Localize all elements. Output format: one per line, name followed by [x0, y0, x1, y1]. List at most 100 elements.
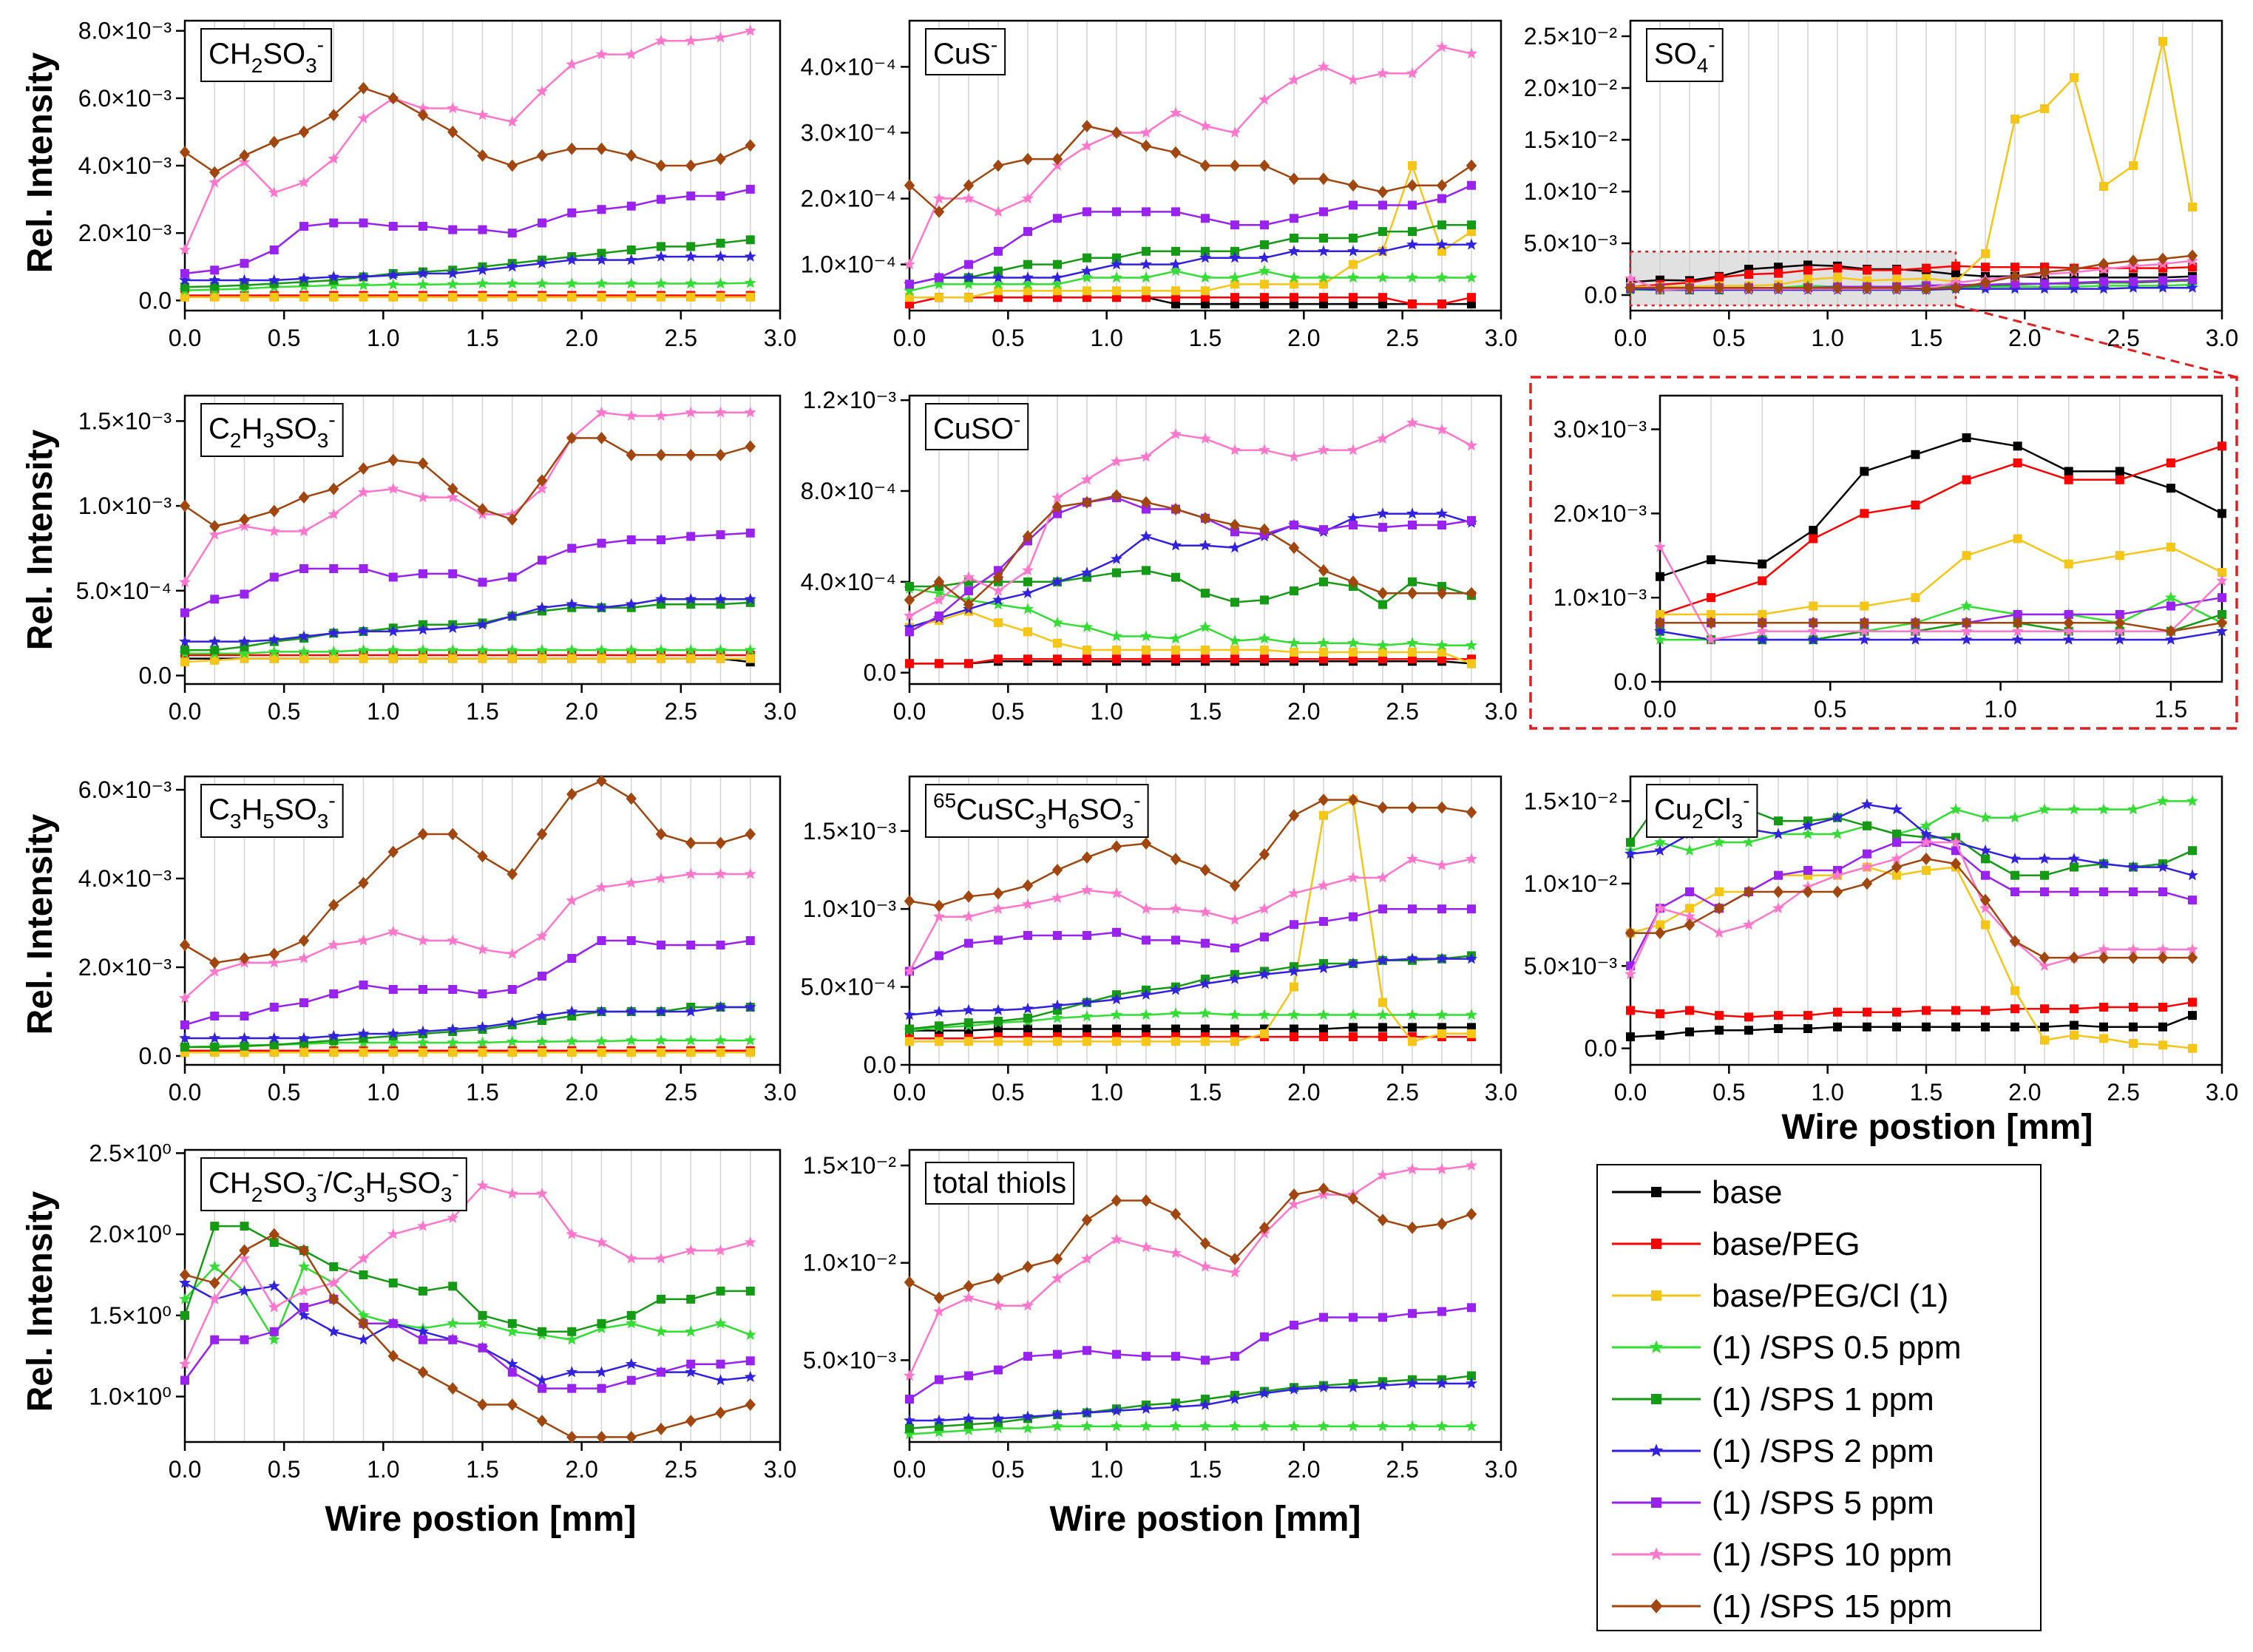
data-point	[1406, 586, 1418, 600]
data-point	[744, 1034, 756, 1046]
data-point	[566, 1228, 578, 1239]
data-point	[1436, 586, 1448, 600]
data-point	[714, 592, 727, 605]
data-point	[1466, 952, 1477, 964]
data-point	[1436, 238, 1448, 250]
data-point	[1774, 816, 1783, 826]
data-point	[358, 81, 369, 95]
data-point	[1140, 139, 1152, 152]
data-point	[2098, 943, 2110, 955]
data-point	[1201, 654, 1210, 664]
x-tick-label: 3.0	[1485, 325, 1517, 351]
data-point	[210, 1222, 220, 1231]
data-point	[714, 1034, 727, 1046]
data-point	[1962, 551, 1971, 561]
data-point	[1377, 801, 1389, 814]
data-point	[1832, 827, 1843, 839]
data-point	[2218, 593, 2226, 603]
data-point	[567, 954, 577, 963]
series-line	[909, 296, 1472, 305]
data-point	[992, 584, 1004, 596]
series-base	[905, 293, 1476, 309]
data-point	[2166, 484, 2175, 493]
data-point	[1171, 935, 1180, 945]
data-point	[1715, 273, 1724, 282]
data-point	[358, 876, 369, 890]
data-point	[1624, 272, 1636, 284]
y-tick-label: 1.0×10⁻²	[803, 1250, 897, 1276]
data-point	[1406, 952, 1418, 964]
data-point	[538, 292, 546, 302]
data-point	[1229, 913, 1241, 925]
data-point	[1406, 1009, 1418, 1020]
y-tick-label: 1.0×10⁻²	[1524, 870, 1618, 897]
series--1-SPS-0.5-ppm	[904, 1420, 1477, 1440]
data-point	[2040, 1004, 2049, 1014]
data-point	[2009, 853, 2021, 864]
data-point	[905, 1024, 914, 1034]
data-point	[714, 1374, 727, 1386]
data-point	[1378, 904, 1387, 914]
data-point	[476, 1317, 489, 1329]
legend-swatch-marker	[1649, 1443, 1664, 1457]
data-point	[478, 1310, 487, 1320]
data-point	[595, 277, 608, 289]
data-point	[2010, 1004, 2019, 1014]
data-point	[1201, 1355, 1210, 1365]
data-point	[1406, 853, 1418, 864]
data-point	[1142, 286, 1151, 296]
data-point	[1707, 555, 1716, 564]
data-point	[2186, 943, 2198, 955]
data-point	[1347, 73, 1359, 85]
y-tick-label: 1.5×10⁻²	[803, 1152, 897, 1179]
data-point	[387, 1350, 399, 1363]
data-point	[1170, 1420, 1182, 1432]
data-point	[239, 952, 250, 965]
data-point	[595, 881, 608, 893]
x-tick-label: 0.0	[893, 1456, 926, 1483]
data-point	[1347, 957, 1359, 969]
series-line	[185, 598, 751, 643]
data-point	[2216, 575, 2228, 586]
data-point	[1960, 633, 1973, 645]
series--1-SPS-1-ppm	[905, 951, 1476, 1034]
data-point	[1349, 293, 1358, 302]
data-point	[685, 34, 697, 47]
data-point	[1053, 214, 1062, 223]
data-point	[1171, 1352, 1180, 1361]
panel-title-box	[1646, 28, 1724, 82]
data-point	[1378, 648, 1387, 657]
data-point	[1199, 906, 1211, 918]
data-point	[655, 1252, 667, 1264]
data-point	[1406, 416, 1418, 428]
data-point	[328, 1276, 340, 1288]
data-point	[1624, 968, 1636, 980]
y-tick-label: 1.0×10⁻³	[1554, 584, 1647, 611]
data-point	[1347, 1192, 1359, 1205]
data-point	[299, 222, 308, 231]
data-point	[448, 1282, 458, 1291]
data-point	[1922, 263, 1931, 273]
data-point	[745, 654, 755, 663]
data-point	[1437, 246, 1446, 256]
data-point	[904, 1414, 915, 1426]
data-point	[657, 535, 665, 544]
data-point	[963, 910, 975, 922]
data-point	[1288, 450, 1300, 462]
data-point	[506, 867, 518, 881]
data-point	[419, 1048, 427, 1057]
data-point	[210, 646, 220, 655]
data-point	[478, 225, 487, 234]
data-point	[268, 274, 280, 285]
data-point	[1319, 207, 1328, 217]
data-point	[1142, 654, 1151, 664]
data-point	[2068, 282, 2080, 294]
data-point	[1892, 838, 1901, 847]
data-point	[1318, 1420, 1329, 1432]
data-point	[992, 1412, 1004, 1424]
data-point	[447, 482, 458, 495]
legend-label: (1) /SPS 1 ppm	[1712, 1381, 1934, 1418]
data-point	[538, 218, 546, 228]
data-point	[2158, 37, 2167, 46]
series-line	[184, 873, 751, 999]
